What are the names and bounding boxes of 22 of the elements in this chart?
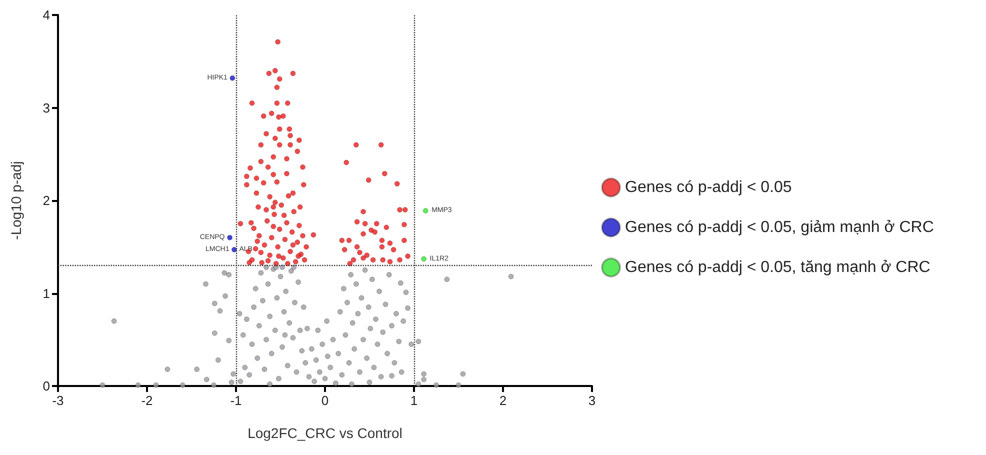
- point: [230, 75, 236, 81]
- y-axis-title: -Log10 p-adj: [8, 161, 24, 240]
- x-tick-label: -1: [230, 393, 242, 408]
- x-tick-label: -3: [52, 393, 64, 408]
- x-tick-label: -2: [141, 393, 153, 408]
- legend-label: Genes có p-addj < 0.05: [625, 179, 792, 196]
- y-tick-label: 1: [42, 286, 50, 301]
- x-tick-label: 0: [321, 393, 329, 408]
- legend-label: Genes có p-addj < 0.05, tăng mạnh ở CRC: [625, 259, 930, 276]
- y-tick-label: 0: [42, 378, 50, 394]
- x-axis-title: Log2FC_CRC vs Control: [248, 425, 402, 441]
- y-tick-label: 3: [42, 100, 50, 116]
- x-tick-label: 3: [588, 393, 596, 408]
- legend-label: Genes có p-addj < 0.05, giảm mạnh ở CRC: [625, 219, 934, 236]
- x-tick-label: 2: [499, 393, 507, 408]
- point: [422, 208, 428, 214]
- point: [421, 256, 427, 262]
- x-tick-label: 1: [410, 393, 418, 408]
- y-tick-label: 4: [42, 8, 50, 22]
- point: [231, 246, 237, 252]
- point: [227, 234, 233, 240]
- y-tick-label: 2: [42, 193, 50, 208]
